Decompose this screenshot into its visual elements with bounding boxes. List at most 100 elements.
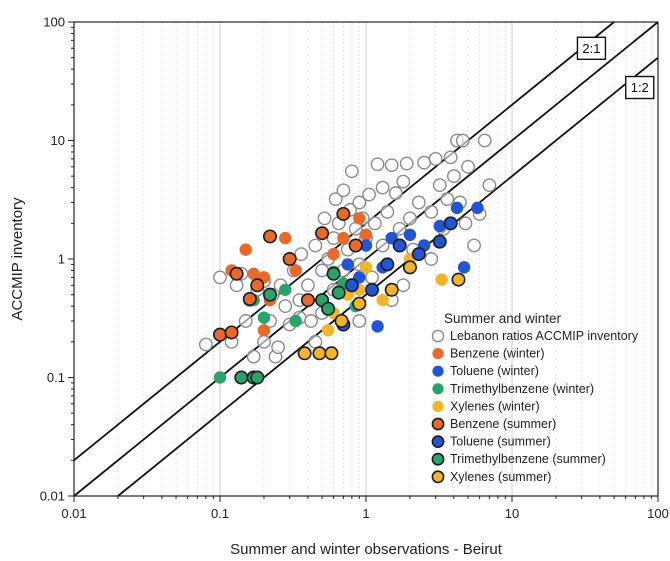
data-point	[315, 263, 329, 278]
y-tick-label: 0.01	[40, 489, 65, 504]
y-tick-label: 10	[51, 133, 65, 148]
data-point	[348, 238, 363, 253]
data-point	[198, 337, 213, 352]
data-point	[375, 238, 390, 253]
data-point	[375, 180, 390, 195]
data-point	[321, 324, 335, 337]
data-point	[353, 212, 366, 225]
legend-title: Summer and winter	[444, 311, 562, 326]
data-point	[224, 325, 239, 340]
y-tick-label: 0.1	[47, 370, 65, 385]
legend-item: Trimethylbenzene (summer)	[431, 452, 606, 466]
x-tick-label: 0.01	[61, 506, 86, 521]
series-7	[234, 266, 346, 385]
data-point	[359, 261, 373, 274]
x-axis-title: Summer and winter observations - Beirut	[230, 541, 503, 558]
series-8	[297, 260, 466, 361]
data-point	[279, 283, 292, 296]
data-point	[411, 195, 426, 210]
legend-marker	[431, 452, 445, 466]
ratio-label-1-2: 1:2	[625, 75, 655, 100]
data-point	[380, 257, 395, 272]
data-point	[247, 267, 260, 281]
data-point	[337, 231, 350, 245]
data-point	[457, 261, 471, 274]
legend-label: Toluene (summer)	[450, 435, 551, 449]
data-point	[257, 334, 271, 349]
y-tick-label: 1	[58, 252, 65, 267]
legend-item: Trimethylbenzene (winter)	[432, 382, 594, 396]
x-tick-label: 1	[362, 506, 369, 521]
data-point	[315, 226, 330, 241]
reference-line	[73, 21, 659, 497]
data-point	[242, 291, 257, 306]
data-point	[262, 287, 277, 302]
data-point	[461, 159, 475, 174]
data-point	[250, 370, 265, 385]
legend-marker	[432, 383, 444, 395]
data-point	[376, 293, 389, 307]
series-5	[213, 206, 363, 342]
data-point	[362, 187, 376, 202]
data-point	[239, 243, 252, 256]
data-point	[341, 258, 354, 271]
legend-item: Toluene (summer)	[431, 435, 551, 449]
data-point	[396, 278, 411, 293]
data-point	[399, 156, 414, 171]
data-point	[328, 192, 343, 207]
data-point	[257, 324, 271, 337]
data-point	[392, 221, 407, 236]
legend-label: Xylenes (winter)	[450, 399, 540, 413]
data-point	[279, 231, 292, 245]
data-point	[289, 314, 302, 328]
data-point	[455, 133, 470, 148]
data-point	[324, 346, 339, 361]
data-point	[336, 183, 351, 198]
data-point	[392, 238, 407, 253]
legend-label: Toluene (winter)	[450, 364, 539, 378]
data-point	[365, 282, 380, 297]
data-point	[312, 346, 327, 361]
data-point	[403, 211, 417, 226]
data-point	[370, 157, 385, 172]
legend-item: Toluene (winter)	[432, 364, 539, 378]
data-point	[380, 204, 395, 219]
reference-line	[117, 56, 659, 497]
y-tick-label: 100	[43, 15, 65, 30]
data-point	[294, 247, 309, 261]
data-point	[213, 270, 227, 285]
ratio-label-text: 1:2	[631, 80, 649, 95]
x-tick-label: 10	[505, 506, 519, 521]
y-axis-title: ACCMIP inventory	[9, 197, 26, 321]
data-point	[246, 349, 261, 364]
data-point	[326, 266, 341, 281]
data-point	[331, 285, 346, 300]
axis-ticks: 0.01 0.1 1 10 100 0.01 0.1 1 10 100	[40, 15, 669, 522]
data-point	[384, 282, 399, 297]
data-point	[321, 301, 336, 316]
legend-item: Xylenes (winter)	[432, 399, 540, 413]
data-point	[435, 273, 448, 286]
data-point	[334, 313, 349, 328]
data-point	[282, 252, 297, 267]
data-point	[289, 264, 302, 277]
data-point	[327, 247, 340, 261]
data-point	[234, 370, 249, 385]
data-point	[229, 278, 244, 293]
data-point	[417, 155, 431, 170]
data-point	[432, 178, 447, 193]
legend-label: Xylenes (summer)	[450, 470, 551, 484]
data-point	[250, 278, 265, 293]
legend-marker	[432, 400, 444, 412]
legend-marker	[431, 329, 445, 343]
data-point	[317, 211, 332, 226]
data-point	[352, 296, 367, 311]
data-point	[304, 314, 318, 328]
data-point	[432, 234, 447, 249]
data-point	[301, 278, 315, 293]
data-point	[467, 238, 481, 253]
data-point	[443, 150, 458, 165]
data-point	[384, 158, 399, 173]
data-point	[440, 192, 455, 207]
